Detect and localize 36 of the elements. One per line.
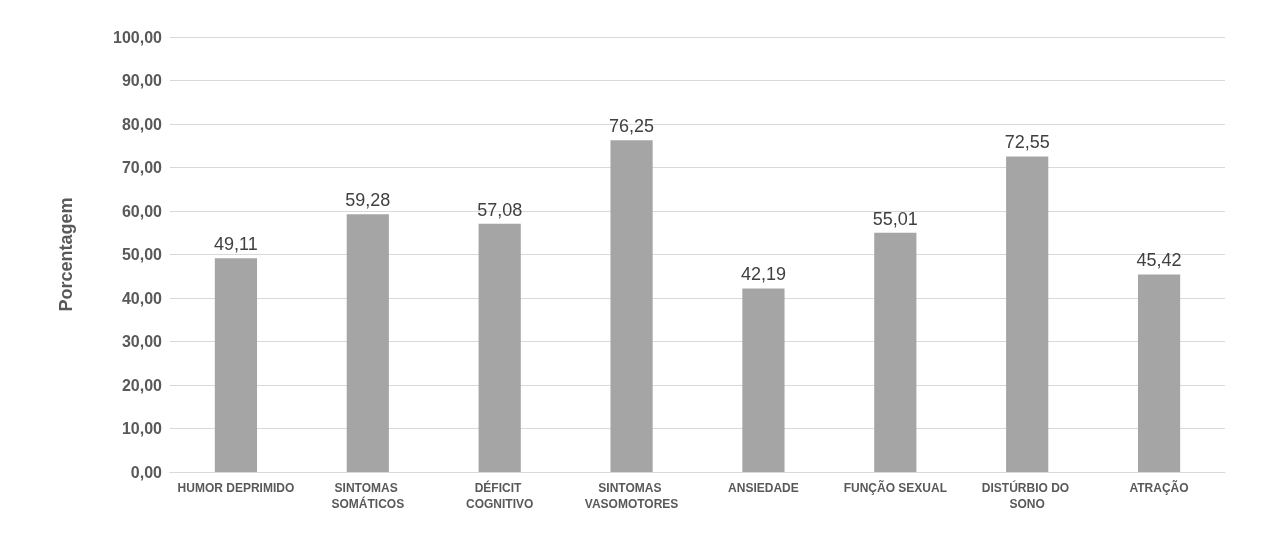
data-label: 45,42 bbox=[1136, 250, 1182, 271]
y-tick-label: 50,00 bbox=[121, 246, 163, 263]
x-tick-label: DÉFICIT COGNITIVO bbox=[466, 480, 534, 511]
data-label: 76,25 bbox=[609, 116, 655, 137]
data-label: 57,08 bbox=[477, 199, 523, 220]
y-tick-label: 90,00 bbox=[121, 72, 163, 89]
bar bbox=[1137, 274, 1181, 472]
bar bbox=[1006, 156, 1049, 472]
y-tick-label: 30,00 bbox=[121, 333, 163, 350]
x-tick-label: SINTOMAS SOMÁTICOS bbox=[331, 481, 405, 511]
y-tick-label: 40,00 bbox=[121, 289, 163, 307]
data-label: 42,19 bbox=[740, 264, 786, 285]
data-label: 49,11 bbox=[214, 234, 258, 255]
x-tick-label: SINTOMAS VASOMOTORES bbox=[584, 481, 679, 511]
data-label: 59,28 bbox=[345, 190, 391, 211]
bar bbox=[478, 223, 521, 472]
y-tick-label: 20,00 bbox=[121, 376, 163, 394]
y-tick-label: 0,00 bbox=[130, 463, 163, 481]
y-tick-label: 100,00 bbox=[113, 28, 163, 46]
bar bbox=[214, 258, 258, 472]
y-tick-label: 60,00 bbox=[121, 202, 163, 220]
y-tick-label: 80,00 bbox=[121, 115, 163, 133]
bar bbox=[742, 288, 785, 472]
data-label: 55,01 bbox=[872, 208, 918, 229]
x-tick-label: ATRAÇÃO bbox=[1129, 480, 1189, 495]
x-tick-label: ANSIEDADE bbox=[728, 481, 799, 495]
bar bbox=[874, 232, 917, 472]
y-axis-title: Porcentagem bbox=[56, 197, 76, 312]
bar bbox=[610, 140, 653, 472]
x-tick-label: FUNÇÃO SEXUAL bbox=[843, 480, 947, 495]
data-label: 72,55 bbox=[1004, 132, 1050, 153]
x-tick-label: DISTÚRBIO DO SONO bbox=[981, 480, 1073, 511]
x-tick-label: HUMOR DEPRIMIDO bbox=[177, 481, 295, 495]
y-tick-label: 70,00 bbox=[121, 159, 163, 176]
bar bbox=[346, 214, 389, 472]
y-tick-label: 10,00 bbox=[121, 420, 163, 437]
